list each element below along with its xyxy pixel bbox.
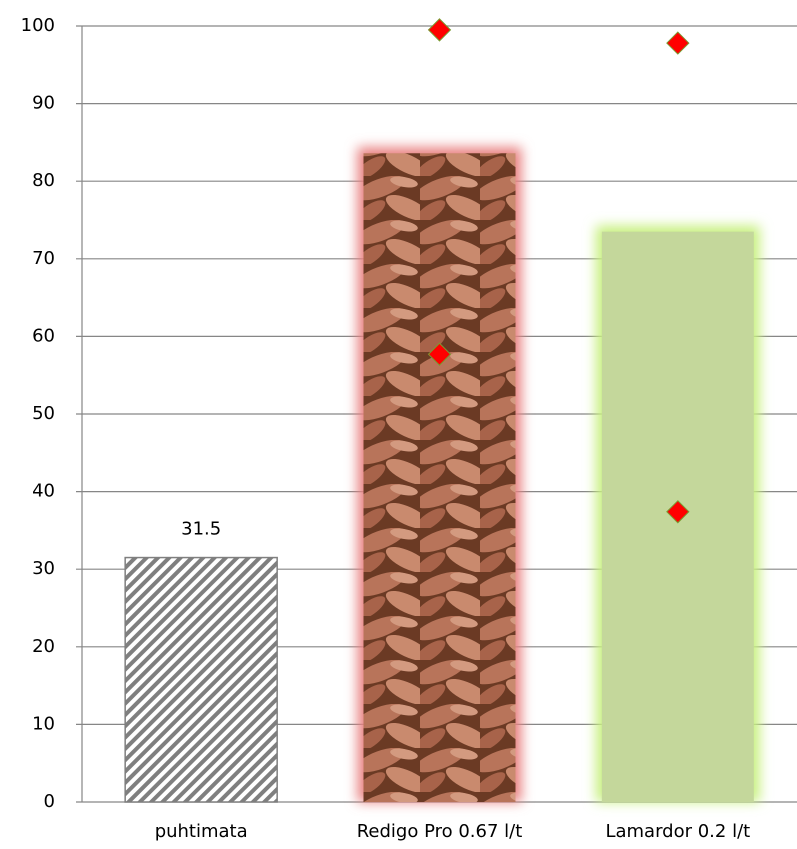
y-tick-label: 70 xyxy=(32,248,55,269)
x-tick-label: Lamardor 0.2 l/t xyxy=(605,821,750,842)
bar xyxy=(125,558,277,802)
y-tick-label: 50 xyxy=(32,403,55,424)
marker xyxy=(667,32,689,54)
y-tick-label: 80 xyxy=(32,170,55,191)
x-tick-label: Redigo Pro 0.67 l/t xyxy=(357,821,523,842)
y-tick-label: 90 xyxy=(32,93,55,114)
y-tick-label: 40 xyxy=(32,481,55,502)
y-tick-label: 100 xyxy=(21,15,55,36)
data-label: 31.5 xyxy=(181,519,221,540)
bar xyxy=(364,153,516,802)
y-tick-label: 0 xyxy=(44,791,55,812)
marker xyxy=(429,19,451,41)
y-tick-label: 20 xyxy=(32,636,55,657)
y-tick-label: 60 xyxy=(32,325,55,346)
y-tick-label: 10 xyxy=(32,713,55,734)
chart: 0 10 20 30 40 50 60 70 80 90 100 puhtimata 31.5 Redig… xyxy=(0,0,797,849)
x-tick-label: puhtimata xyxy=(155,821,248,842)
y-tick-label: 30 xyxy=(32,558,55,579)
